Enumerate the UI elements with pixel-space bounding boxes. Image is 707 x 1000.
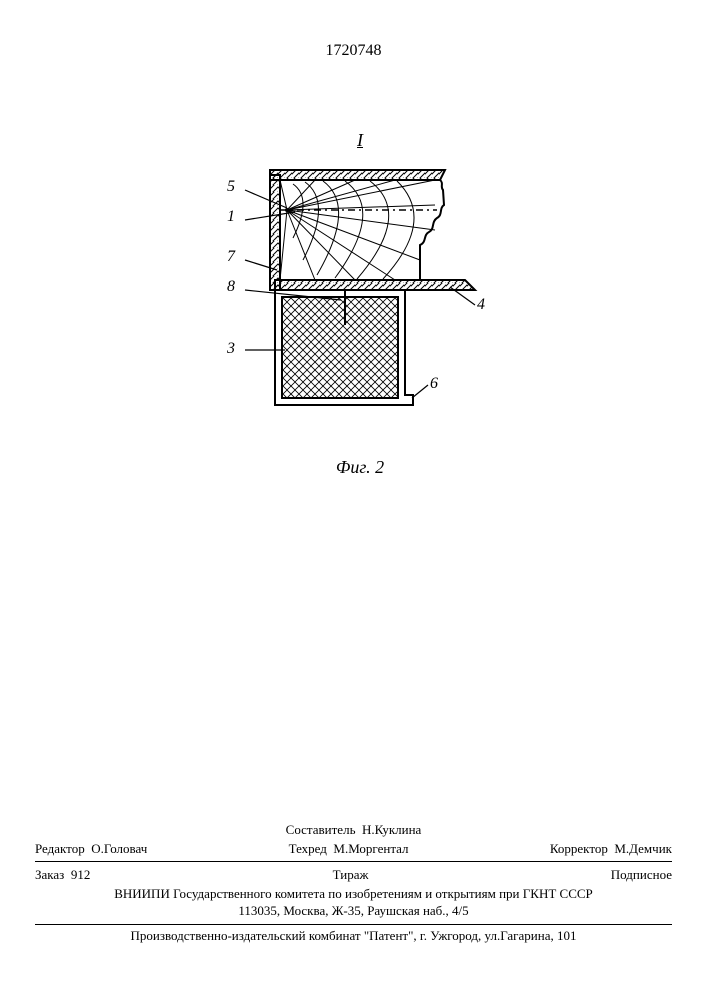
callout-5: 5 [227,178,235,196]
callout-3: 3 [227,340,235,358]
redaktor-label: Редактор [35,841,85,856]
figure-2: I [215,150,505,450]
callout-1: 1 [227,208,235,226]
callout-8: 8 [227,278,235,296]
zakaz: Заказ 912 [35,866,90,884]
document-number: 1720748 [0,42,707,60]
sostavitel: Составитель Н.Куклина [286,821,422,839]
footer-line: Производственно-издательский комбинат "П… [35,928,672,944]
podpisnoe: Подписное [611,866,672,884]
korrektor-name: М.Демчик [614,841,672,856]
redaktor-name: О.Головач [91,841,147,856]
org-line-2: 113035, Москва, Ж-35, Раушская наб., 4/5 [35,902,672,920]
credits-block: Составитель Н.Куклина Редактор О.Головач… [35,820,672,929]
callout-6: 6 [430,375,438,393]
sostavitel-label: Составитель [286,822,356,837]
callout-7: 7 [227,248,235,266]
divider-2 [35,924,672,925]
tehred-label: Техред [289,841,327,856]
korrektor-label: Корректор [550,841,608,856]
redaktor: Редактор О.Головач [35,840,147,858]
figure-caption: Фиг. 2 [215,457,505,478]
tirazh: Тираж [333,866,369,884]
tehred-name: М.Моргентал [333,841,408,856]
figure-top-label: I [215,130,505,151]
zakaz-label: Заказ [35,867,64,882]
figure-svg [215,150,505,450]
zakaz-number: 912 [71,867,91,882]
org-line-1: ВНИИПИ Государственного комитета по изоб… [35,885,672,903]
sostavitel-name: Н.Куклина [362,822,421,837]
page: 1720748 I [0,0,707,1000]
divider-1 [35,861,672,862]
korrektor: Корректор М.Демчик [550,840,672,858]
callout-4: 4 [477,296,485,314]
tehred: Техред М.Моргентал [289,840,409,858]
